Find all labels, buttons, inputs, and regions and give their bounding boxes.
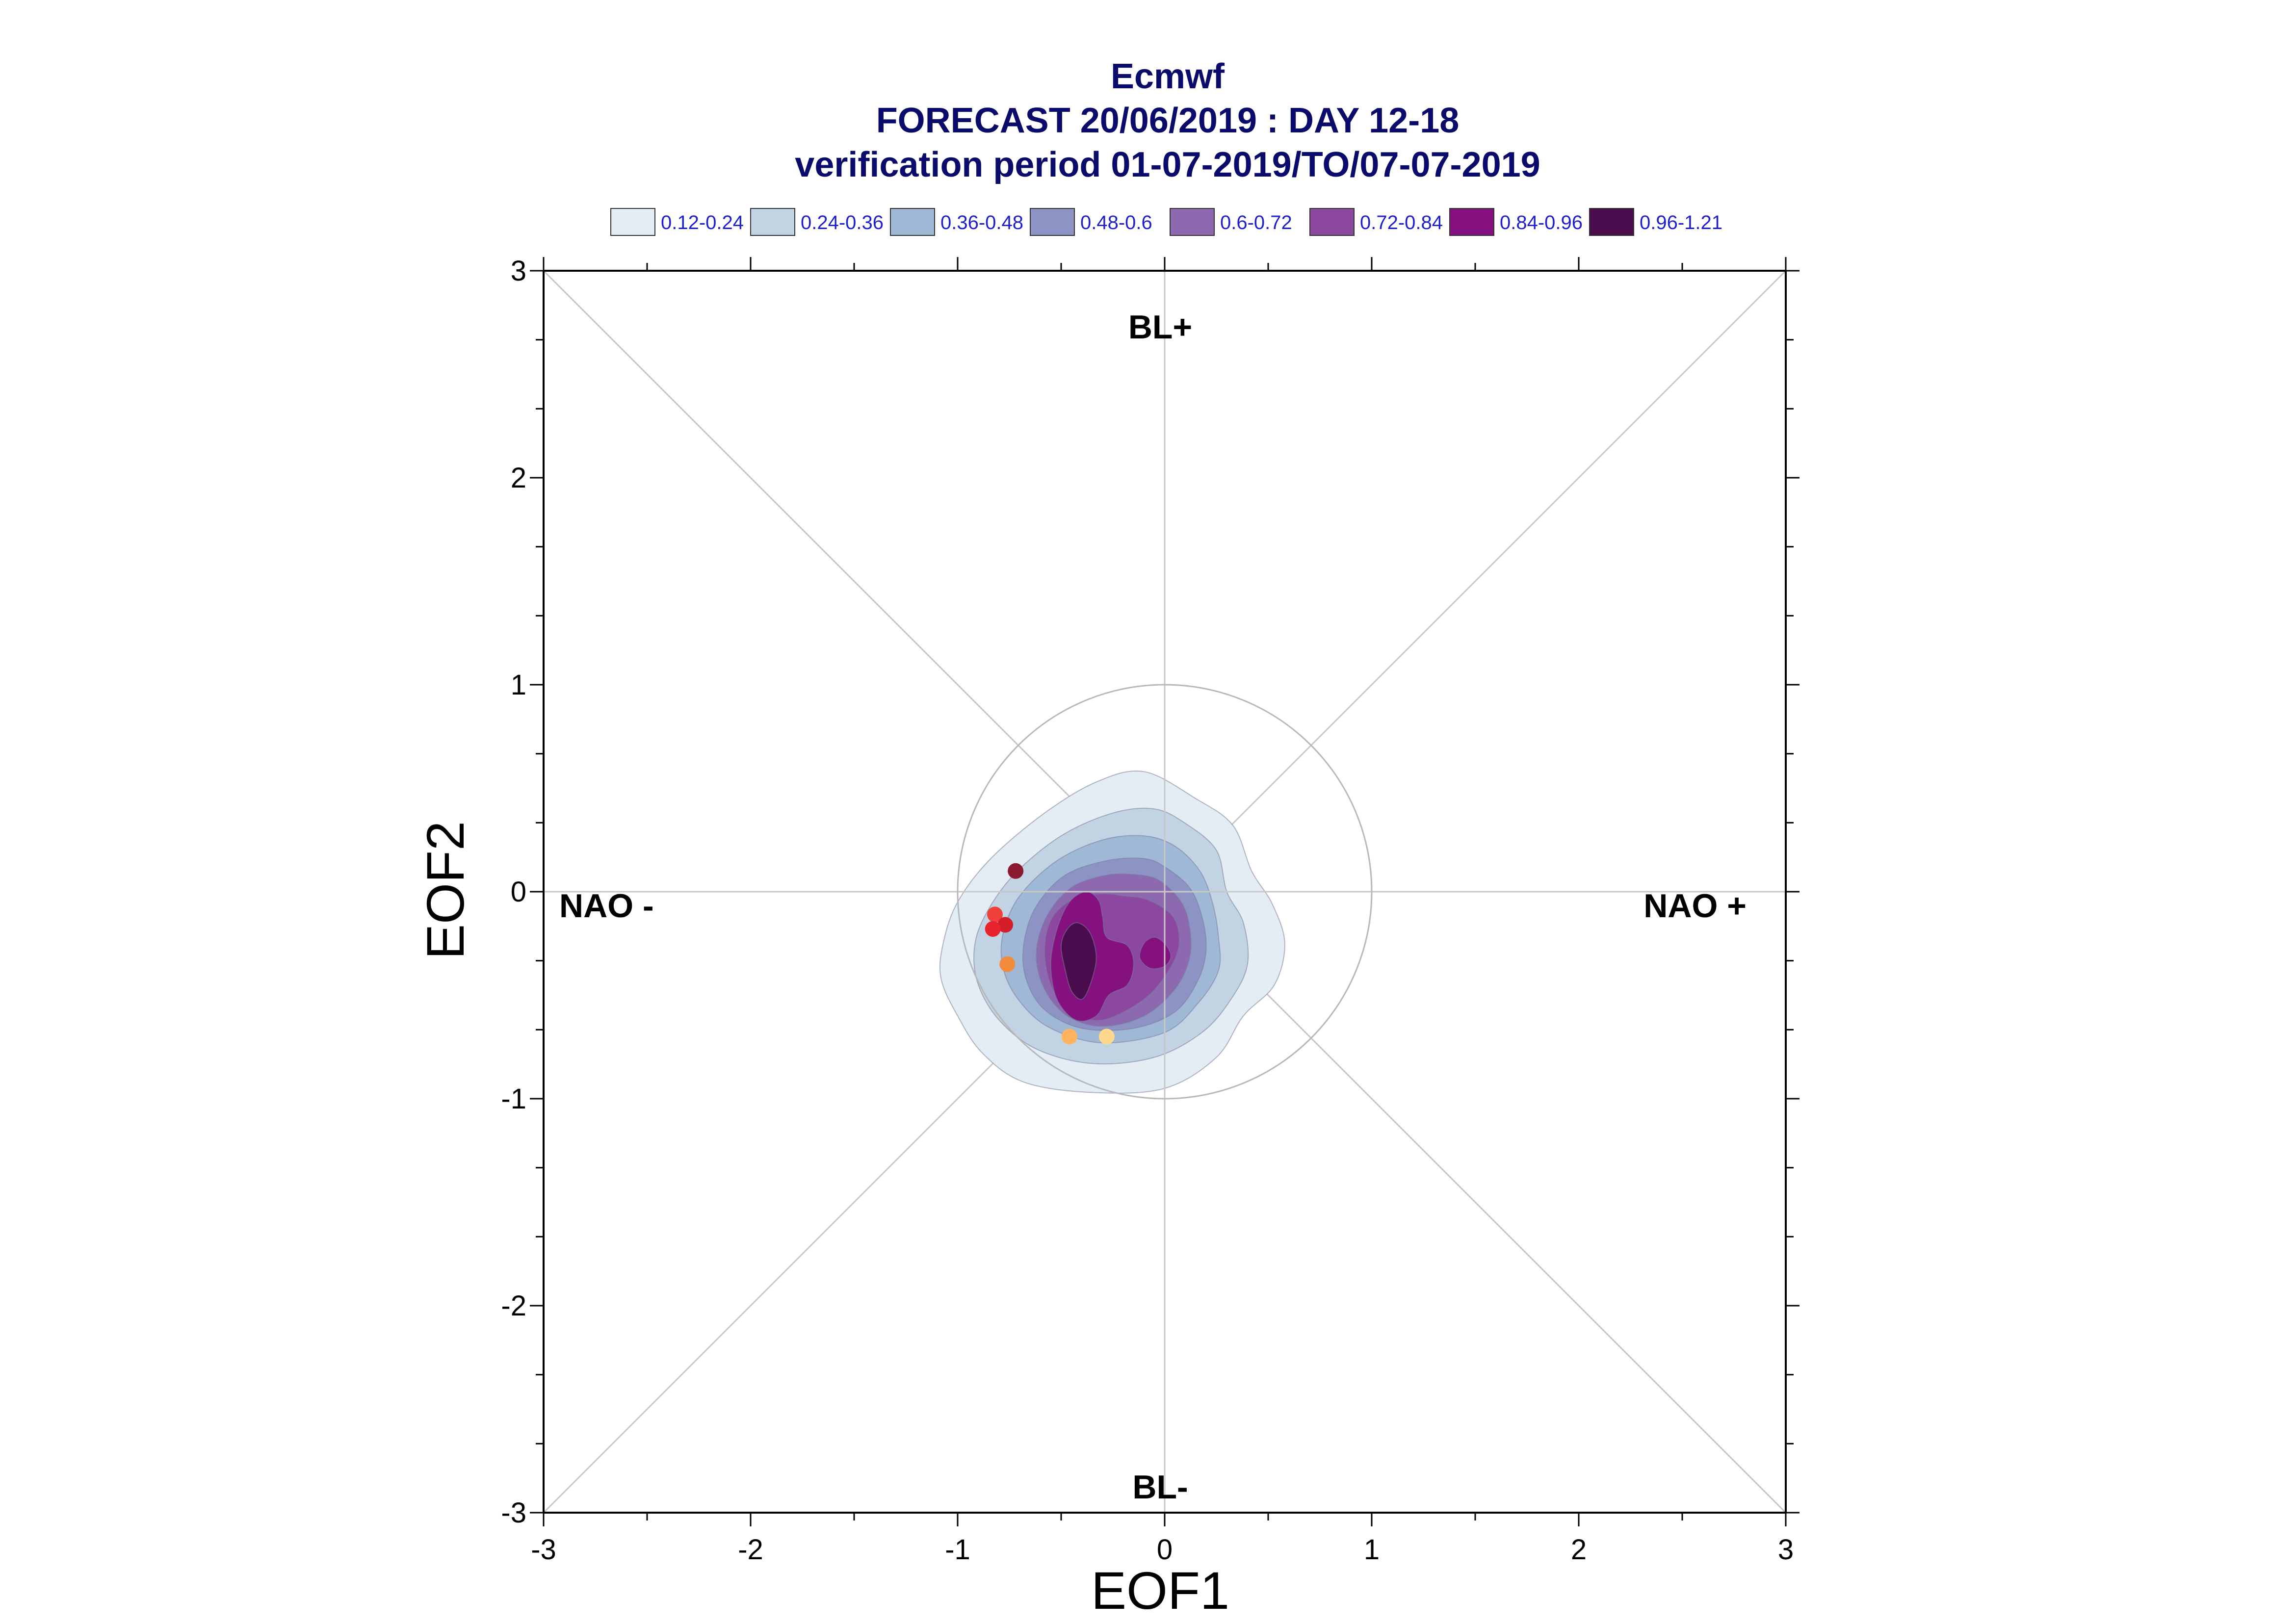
y-tick-label: -2 — [501, 1290, 526, 1322]
y-tick-label: -1 — [501, 1083, 526, 1115]
y-axis-title: EOF2 — [416, 821, 475, 959]
chart-title: Ecmwf — [1111, 57, 1225, 96]
y-tick-label: 1 — [511, 669, 526, 701]
legend-swatch-4 — [1170, 208, 1215, 236]
forecast-point-0-0 — [1008, 863, 1024, 879]
x-tick-label: 3 — [1778, 1534, 1794, 1566]
density-contours — [939, 770, 1285, 1094]
regime-label-left: NAO - — [559, 887, 654, 925]
axis-ticks: -3 -2 -1 0 1 2 3 -3 -2 -1 0 1 2 3 — [501, 255, 1799, 1566]
legend-label-0: 0.12-0.24 — [661, 212, 744, 233]
x-tick-label: 1 — [1364, 1534, 1380, 1566]
plot-area: -3 -2 -1 0 1 2 3 -3 -2 -1 0 1 2 3 — [501, 255, 1799, 1566]
y-tick-label: 0 — [511, 876, 526, 908]
x-tick-label: 0 — [1157, 1534, 1173, 1566]
legend-swatch-6 — [1449, 208, 1494, 236]
y-tick-label: 3 — [511, 255, 526, 287]
regime-label-right: NAO + — [1643, 887, 1747, 925]
legend-label-3: 0.48-0.6 — [1080, 212, 1152, 233]
unit-circle — [957, 684, 1373, 1100]
density-contour-7-0 — [1060, 922, 1097, 1000]
chart-subtitle-verification: verification period 01-07-2019/TO/07-07-… — [795, 145, 1540, 184]
legend-swatch-3 — [1030, 208, 1075, 236]
y-tick-label: 2 — [511, 462, 526, 494]
x-axis-title: EOF1 — [1091, 1561, 1229, 1620]
forecast-point-0-5 — [1061, 1029, 1077, 1045]
legend-label-4: 0.6-0.72 — [1220, 212, 1292, 233]
y-tick-label: -3 — [501, 1497, 526, 1529]
forecast-point-0-4 — [999, 956, 1016, 972]
chart-subtitle-forecast: FORECAST 20/06/2019 : DAY 12-18 — [876, 101, 1460, 140]
forecast-point-0-2 — [997, 917, 1014, 933]
legend-label-2: 0.36-0.48 — [940, 212, 1023, 233]
x-tick-label: -3 — [531, 1534, 556, 1566]
forecast-points — [985, 863, 1115, 1045]
legend-label-1: 0.24-0.36 — [801, 212, 884, 233]
legend-swatch-0 — [610, 208, 655, 236]
reference-lines — [544, 271, 1786, 1513]
x-tick-label: -1 — [945, 1534, 970, 1566]
regime-label-top: BL+ — [1128, 309, 1192, 346]
forecast-point-0-1 — [987, 906, 1003, 923]
legend-label-6: 0.84-0.96 — [1500, 212, 1583, 233]
legend-swatch-5 — [1309, 208, 1355, 236]
forecast-point-0-6 — [1098, 1029, 1115, 1045]
legend-swatch-1 — [750, 208, 795, 236]
forecast-point-0-3 — [985, 921, 1001, 937]
x-tick-label: 2 — [1571, 1534, 1587, 1566]
legend-swatch-2 — [890, 208, 935, 236]
legend-label-5: 0.72-0.84 — [1360, 212, 1443, 233]
regime-label-bottom: BL- — [1132, 1469, 1188, 1506]
x-tick-label: -2 — [738, 1534, 763, 1566]
legend: 0.12-0.24 0.24-0.36 0.36-0.48 0.48-0.6 0.6-0… — [610, 208, 1722, 236]
legend-label-7: 0.96-1.21 — [1640, 212, 1722, 233]
legend-swatch-7 — [1589, 208, 1634, 236]
